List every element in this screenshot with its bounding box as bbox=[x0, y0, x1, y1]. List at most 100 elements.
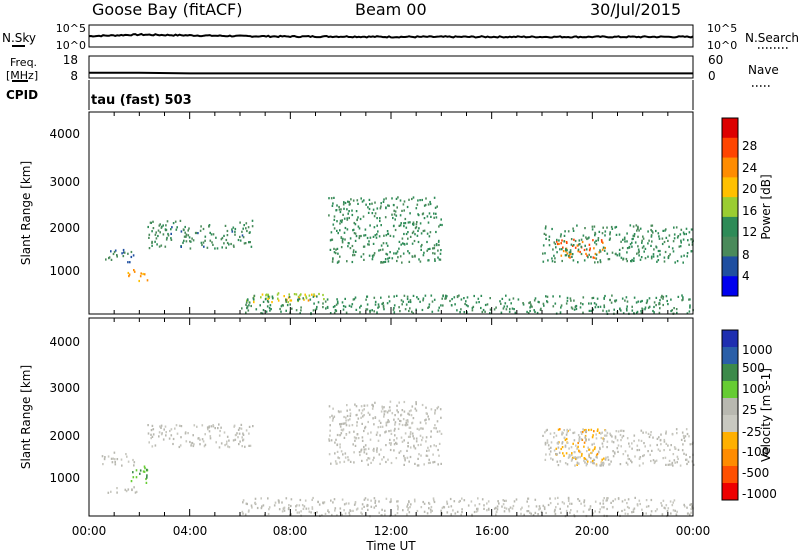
data-point bbox=[544, 252, 546, 255]
data-point bbox=[168, 437, 171, 440]
data-point bbox=[397, 506, 399, 509]
data-point bbox=[234, 227, 237, 231]
data-point bbox=[430, 294, 433, 297]
data-point bbox=[555, 246, 557, 249]
data-point bbox=[322, 502, 325, 505]
data-point bbox=[176, 226, 178, 229]
data-point bbox=[237, 428, 240, 431]
data-point bbox=[364, 444, 367, 447]
data-point bbox=[534, 310, 536, 313]
data-point bbox=[334, 460, 337, 463]
data-point bbox=[617, 497, 620, 500]
data-point bbox=[576, 510, 579, 513]
data-point bbox=[299, 312, 301, 315]
data-point bbox=[573, 451, 576, 454]
data-point bbox=[114, 458, 116, 461]
data-point bbox=[659, 307, 661, 310]
data-point bbox=[412, 230, 415, 233]
data-point bbox=[394, 427, 396, 430]
data-point bbox=[393, 449, 395, 452]
data-point bbox=[584, 457, 586, 460]
data-point bbox=[592, 512, 595, 515]
data-point bbox=[567, 499, 570, 502]
data-point bbox=[604, 230, 607, 233]
data-point bbox=[679, 245, 682, 248]
data-point bbox=[426, 512, 429, 515]
data-point bbox=[603, 457, 605, 460]
data-point bbox=[483, 507, 485, 510]
data-point bbox=[202, 440, 205, 443]
data-point bbox=[339, 210, 342, 214]
cpid-label: CPID bbox=[6, 88, 38, 102]
data-point bbox=[349, 412, 352, 415]
data-point bbox=[602, 499, 604, 502]
data-point bbox=[577, 456, 579, 459]
data-point bbox=[502, 499, 504, 502]
data-point bbox=[567, 230, 570, 233]
data-point bbox=[152, 428, 155, 431]
noise-panel: N.Sky 10^5 10^0 10^5 10^0 N.Search bbox=[2, 22, 799, 52]
data-point bbox=[606, 440, 609, 443]
data-point bbox=[406, 505, 408, 508]
data-point bbox=[371, 258, 374, 261]
data-point bbox=[367, 498, 369, 501]
data-point bbox=[363, 498, 366, 501]
data-point bbox=[313, 294, 316, 297]
data-point bbox=[459, 499, 461, 503]
data-point bbox=[614, 253, 617, 256]
data-point bbox=[391, 213, 393, 216]
data-point bbox=[390, 432, 393, 435]
data-point bbox=[223, 234, 225, 237]
data-point bbox=[415, 401, 417, 404]
data-point bbox=[323, 501, 326, 504]
data-point bbox=[427, 248, 430, 251]
data-point bbox=[618, 233, 621, 236]
data-point bbox=[405, 419, 408, 422]
data-point bbox=[215, 236, 217, 239]
data-point bbox=[522, 303, 525, 306]
data-point bbox=[579, 451, 582, 454]
data-point bbox=[416, 464, 419, 467]
data-point bbox=[603, 296, 605, 300]
data-point bbox=[271, 301, 273, 304]
data-point bbox=[562, 250, 565, 253]
data-point bbox=[403, 456, 406, 460]
data-point bbox=[353, 451, 355, 454]
data-point bbox=[429, 461, 431, 464]
data-point bbox=[359, 217, 362, 221]
data-point bbox=[438, 454, 440, 457]
velocity-colorbar-segments bbox=[722, 330, 738, 501]
data-point bbox=[358, 409, 361, 412]
data-point bbox=[554, 260, 556, 263]
data-point bbox=[434, 411, 436, 414]
data-point bbox=[335, 303, 338, 306]
data-point bbox=[578, 243, 580, 246]
data-point bbox=[622, 312, 625, 315]
data-point bbox=[343, 217, 346, 220]
data-point bbox=[557, 496, 559, 499]
data-point bbox=[614, 498, 617, 501]
data-point bbox=[598, 230, 601, 233]
data-point bbox=[160, 433, 163, 436]
data-point bbox=[593, 430, 595, 433]
data-point bbox=[364, 427, 366, 430]
data-point bbox=[139, 472, 141, 475]
data-point bbox=[689, 513, 691, 516]
data-point bbox=[344, 201, 347, 205]
data-point bbox=[400, 222, 402, 225]
data-point bbox=[571, 458, 573, 461]
data-point bbox=[677, 295, 680, 298]
data-point bbox=[603, 438, 605, 441]
colorbar-segment bbox=[722, 466, 738, 484]
data-point bbox=[653, 305, 655, 309]
data-point bbox=[676, 260, 679, 263]
data-point bbox=[347, 245, 349, 248]
data-point bbox=[180, 230, 183, 233]
data-point bbox=[569, 502, 571, 505]
data-point bbox=[682, 443, 684, 446]
data-point bbox=[409, 506, 411, 509]
data-point bbox=[562, 432, 564, 435]
data-point bbox=[256, 506, 259, 510]
data-point bbox=[440, 416, 442, 419]
data-point bbox=[644, 306, 647, 309]
